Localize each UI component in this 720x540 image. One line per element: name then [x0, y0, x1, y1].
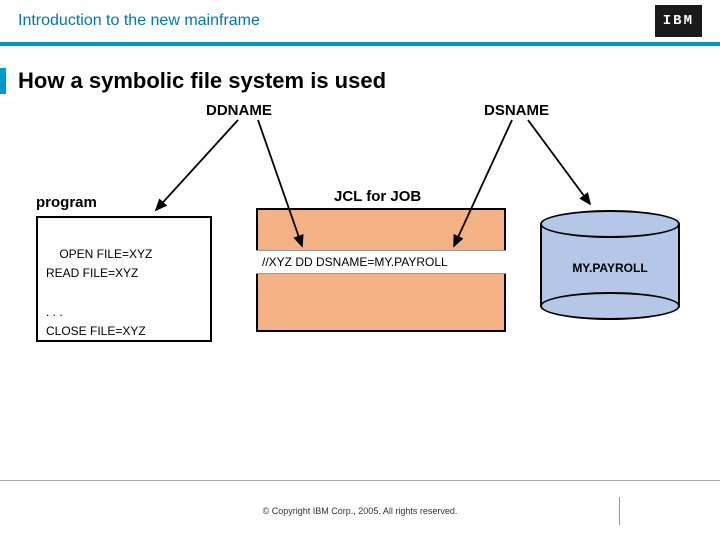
page-title-row: How a symbolic file system is used: [0, 46, 720, 102]
jcl-label: JCL for JOB: [334, 188, 421, 205]
disk-shape: MY.PAYROLL: [540, 210, 680, 320]
footer-divider: [619, 497, 620, 525]
disk-top-ellipse: [540, 210, 680, 238]
ddname-label: DDNAME: [206, 102, 272, 119]
logo-container: IBM: [655, 5, 702, 37]
dsname-label: DSNAME: [484, 102, 549, 119]
jcl-strip-text: //XYZ DD DSNAME=MY.PAYROLL: [262, 255, 448, 269]
footer: © Copyright IBM Corp., 2005. All rights …: [0, 480, 720, 540]
page-title: How a symbolic file system is used: [18, 68, 386, 94]
jcl-dd-statement: //XYZ DD DSNAME=MY.PAYROLL: [256, 250, 506, 274]
copyright-text: © Copyright IBM Corp., 2005. All rights …: [263, 506, 458, 516]
ibm-logo: IBM: [663, 13, 694, 29]
program-box: OPEN FILE=XYZ READ FILE=XYZ . . . CLOSE …: [36, 216, 212, 342]
title-accent-bar: [0, 68, 6, 94]
header-title: Introduction to the new mainframe: [18, 12, 260, 30]
diagram-area: DDNAME DSNAME program JCL for JOB OPEN F…: [0, 102, 720, 402]
disk-bottom-ellipse: [540, 292, 680, 320]
header-bar: Introduction to the new mainframe IBM: [0, 0, 720, 46]
program-box-text: OPEN FILE=XYZ READ FILE=XYZ . . . CLOSE …: [46, 247, 152, 338]
disk-label: MY.PAYROLL: [540, 261, 680, 275]
program-label: program: [36, 194, 97, 211]
